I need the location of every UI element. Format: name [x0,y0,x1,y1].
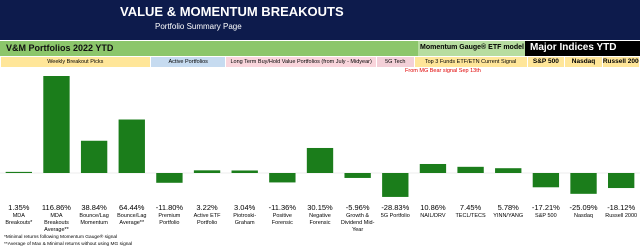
value-label: 116.86% [41,203,71,212]
bar [156,173,183,183]
column-group: Nasdaq [565,57,602,67]
bar [457,166,484,173]
annotation: From MG Bear signal Sep 13th [405,68,481,74]
column-group: Active Portfolios [151,57,226,67]
value-label: -28.83% [381,203,410,212]
bar [306,147,334,173]
category-label: Positive Forensic [271,213,293,226]
footnote: **Average of Max & Minimal returns witho… [4,242,133,247]
value-label: 3.22% [196,203,218,212]
bar [80,140,108,173]
model-label: Momentum Gauge® ETF model [420,44,524,51]
bar [608,173,635,189]
value-label: 10.86% [420,203,446,212]
value-label: -11.80% [155,203,184,212]
category-label: Growth & Dividend Mid-Year [340,213,375,233]
indices-title: Major Indices YTD [530,42,617,53]
value-label: 38.84% [81,203,107,212]
value-label: 1.35% [8,203,30,212]
model-box [418,41,525,56]
bar [269,173,296,183]
bar [344,173,371,178]
category-label: Russell 2000 [605,213,638,219]
value-label: 7.45% [459,203,482,212]
bar [382,173,409,197]
column-group: Weekly Breakout Picks [0,57,151,67]
value-label: -5.96% [345,203,370,212]
subtitle: Portfolio Summary Page [155,22,242,31]
value-label: 64.44% [119,203,145,212]
category-label: Active ETF Portfolio [193,213,221,226]
category-label: Piotroski-Graham [233,213,257,226]
column-group: Russell 2000 [602,57,640,67]
value-label: 30.15% [307,203,333,212]
category-label: 5G Portfolio [380,213,410,219]
bar [43,76,70,173]
category-label: YINN/YANG [493,213,524,219]
bar [570,173,597,194]
category-label: Bounce/Lag Momentum [79,213,109,226]
column-group: S&P 500 [527,57,565,67]
bar [495,168,522,173]
category-label: Nasdaq [574,213,593,219]
category-label: Premium Portfolio [158,213,181,226]
section-title: V&M Portfolios 2022 YTD [6,43,114,53]
value-label: -17.21% [531,203,560,212]
value-label: 5.78% [497,203,519,212]
value-label: 3.04% [234,203,256,212]
bar [231,170,258,173]
bar [5,171,33,173]
category-label: MDA Breakouts Average** [44,213,69,233]
column-group: 5G Tech [376,57,414,67]
category-label: Negative Forensic [309,213,331,226]
section-bar [0,41,418,56]
category-label: MDA Breakouts* [5,213,33,226]
bar [193,170,221,173]
banner [0,0,640,40]
category-label: S&P 500 [535,213,557,219]
value-label: -25.09% [569,203,598,212]
column-group: Top 3 Funds ETF/ETN Current Signal [414,57,527,67]
value-label: -18.12% [607,203,636,212]
category-label: TECL/TECS [455,213,486,219]
bar [118,119,145,173]
indices-box [525,41,640,56]
value-label: -11.36% [268,203,297,212]
column-group: Long Term Buy/Hold Value Portfolios (fro… [226,57,376,67]
title: VALUE & MOMENTUM BREAKOUTS [120,4,344,19]
footnote: *Minimal returns following Momentum Gaug… [4,235,118,240]
category-label: NAIL/DRV [420,213,446,219]
bar [419,163,447,173]
category-label: Bounce/Lag Average** [117,213,147,226]
bar [532,173,560,188]
